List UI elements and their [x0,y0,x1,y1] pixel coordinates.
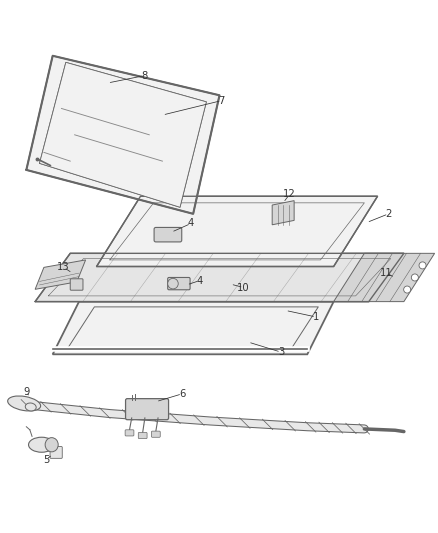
FancyBboxPatch shape [138,432,147,439]
Text: 9: 9 [23,386,29,397]
Text: 1: 1 [312,312,318,322]
Text: 13: 13 [57,262,70,272]
Text: 6: 6 [179,389,185,399]
FancyBboxPatch shape [167,278,190,290]
FancyBboxPatch shape [125,430,134,436]
Text: 10: 10 [237,282,249,293]
Polygon shape [53,302,333,354]
Text: 4: 4 [187,219,194,229]
Text: 7: 7 [218,95,224,106]
Ellipse shape [45,438,58,452]
Ellipse shape [25,403,36,411]
FancyBboxPatch shape [50,447,62,458]
FancyBboxPatch shape [154,228,181,242]
Circle shape [403,286,410,293]
Polygon shape [26,56,219,214]
Polygon shape [333,253,434,302]
Polygon shape [96,196,377,266]
Polygon shape [35,253,403,302]
Text: 3: 3 [277,347,283,357]
Text: 11: 11 [379,268,392,278]
Polygon shape [39,62,206,207]
Text: 12: 12 [283,189,296,199]
Polygon shape [35,260,85,289]
Circle shape [410,274,417,281]
FancyBboxPatch shape [125,399,168,419]
Circle shape [167,278,178,289]
Circle shape [418,262,425,269]
Text: 2: 2 [385,209,391,219]
Polygon shape [272,200,293,225]
Text: 4: 4 [196,276,202,286]
Text: 8: 8 [141,70,148,80]
Ellipse shape [7,396,41,411]
Ellipse shape [28,437,54,452]
FancyBboxPatch shape [70,279,83,290]
Text: 5: 5 [43,455,49,465]
FancyBboxPatch shape [151,431,160,437]
